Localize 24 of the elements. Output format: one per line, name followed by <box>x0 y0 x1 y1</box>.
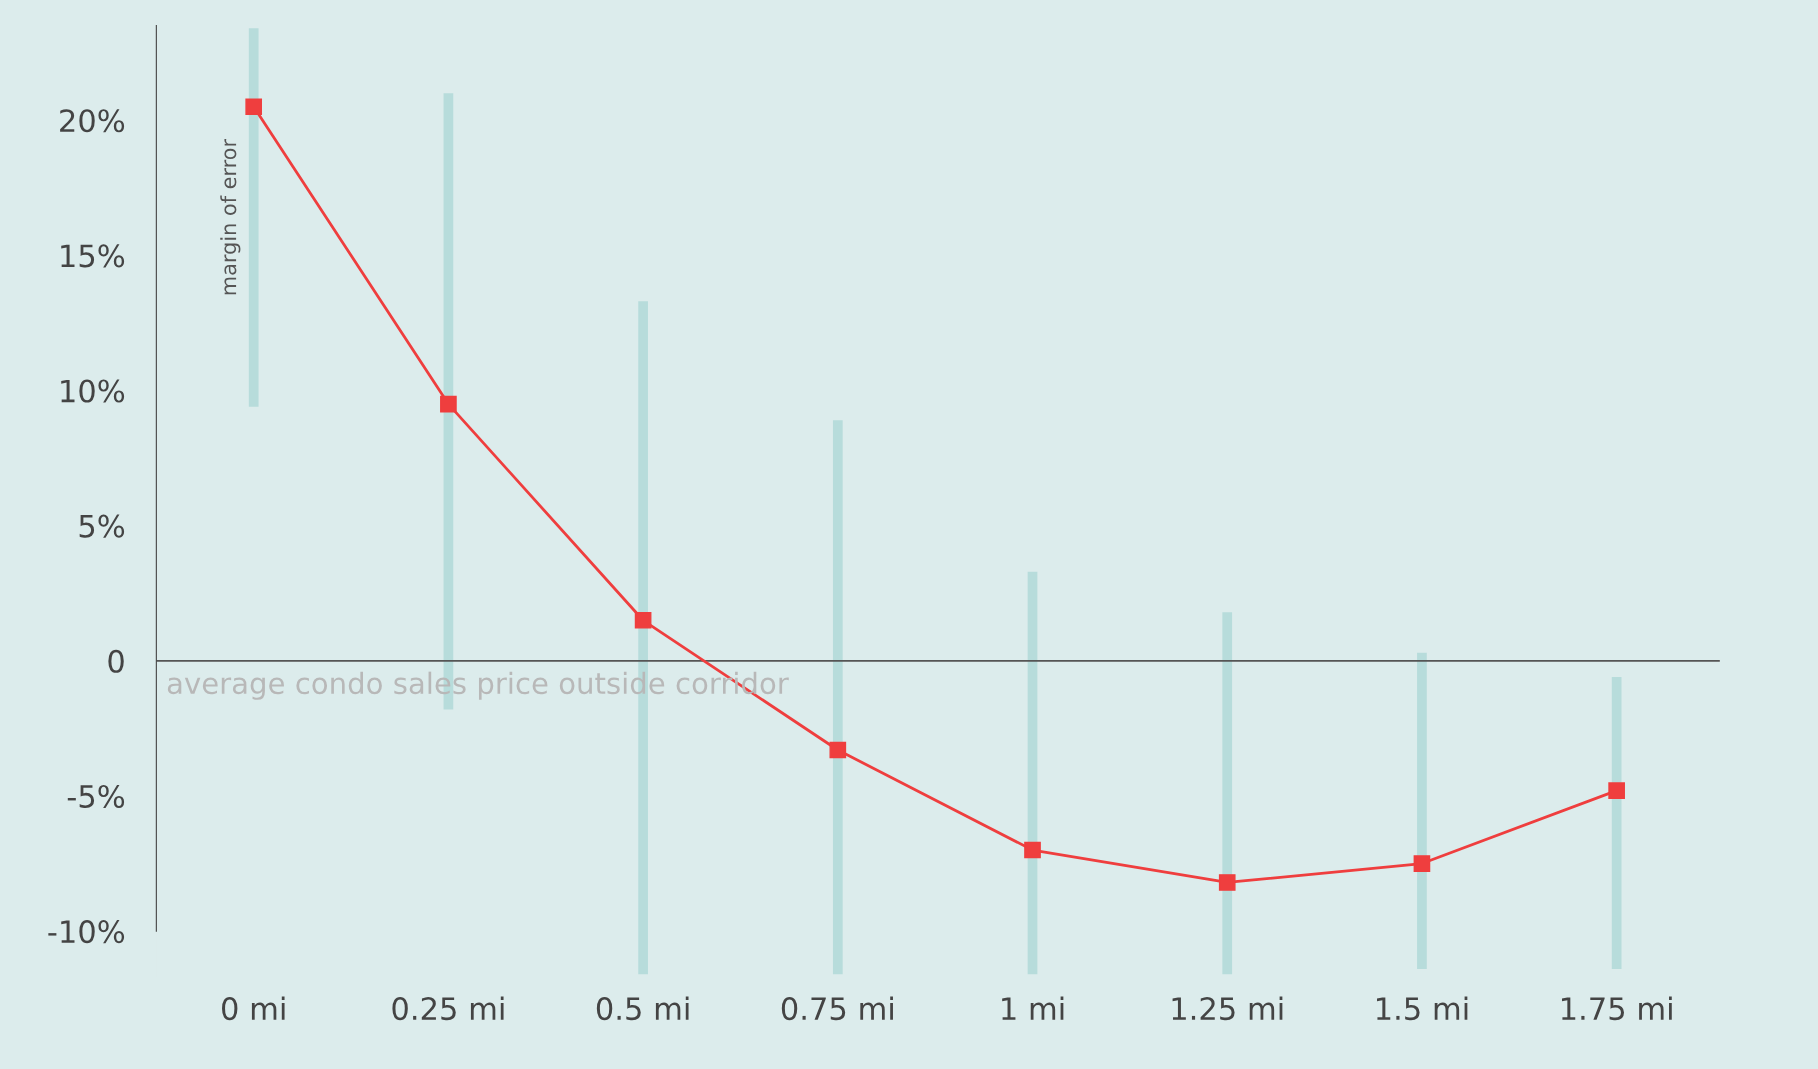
point <box>1024 841 1041 859</box>
x-tick-label: 0.5 mi <box>596 996 689 1021</box>
y-tick-label: 20% <box>60 109 125 133</box>
y-tick-label: -10% <box>48 920 125 944</box>
y-tick-label: -5% <box>67 784 125 809</box>
x-tick-label: 1.5 mi <box>1377 996 1468 1021</box>
x-tick-label: 1 mi <box>1002 996 1064 1020</box>
point <box>829 741 847 759</box>
y-tick-label: 10% <box>61 379 125 403</box>
point <box>1218 874 1236 891</box>
x-tick-label: 0 mi <box>222 996 285 1021</box>
y-tick-label: 0 <box>108 649 124 673</box>
annotation: margin of error <box>220 138 241 295</box>
x-tick-label: 1.75 mi <box>1561 996 1672 1021</box>
point <box>440 395 457 413</box>
y-tick-label: 5% <box>79 514 125 538</box>
x-tick-label: 0.25 mi <box>392 996 504 1021</box>
x-tick-label: 0.75 mi <box>781 996 893 1021</box>
point <box>1413 855 1431 872</box>
y-tick-label: 15% <box>61 244 125 268</box>
point <box>245 98 263 116</box>
point <box>634 611 652 629</box>
x-tick-label: 1.25 mi <box>1172 996 1283 1021</box>
point <box>1608 782 1625 799</box>
